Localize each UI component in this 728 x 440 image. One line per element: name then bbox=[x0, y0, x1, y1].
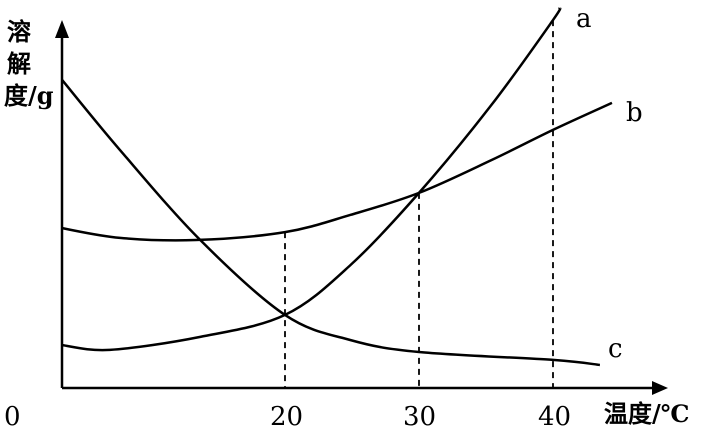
x-tick-label-30: 30 bbox=[403, 402, 437, 432]
y-axis-arrow bbox=[55, 20, 69, 38]
series-line-b bbox=[61, 101, 613, 242]
x-axis-arrow bbox=[652, 381, 668, 395]
series-label-c: c bbox=[608, 334, 623, 364]
series-line-c bbox=[61, 79, 601, 367]
x-tick-label-40: 40 bbox=[538, 402, 572, 432]
y-axis-label: 溶解度/g bbox=[4, 17, 54, 110]
series-label-b: b bbox=[626, 98, 643, 128]
series-label-a: a bbox=[576, 4, 592, 34]
x-axis-label: 温度/℃ bbox=[604, 399, 690, 428]
x-tick-label-20: 20 bbox=[270, 402, 304, 432]
series-line-a bbox=[61, 7, 562, 352]
x-origin-label: 0 bbox=[4, 402, 21, 432]
